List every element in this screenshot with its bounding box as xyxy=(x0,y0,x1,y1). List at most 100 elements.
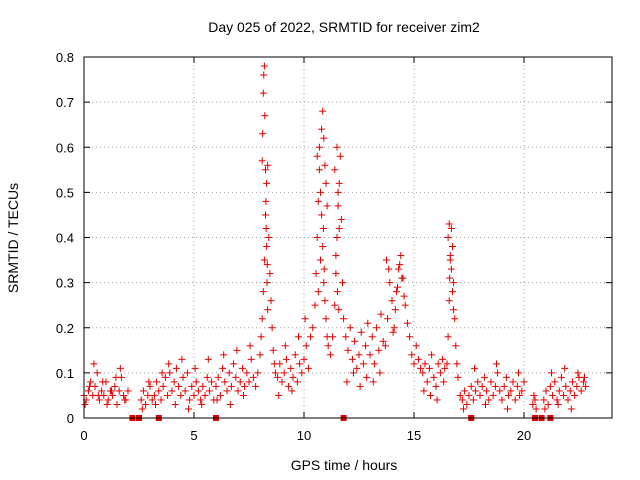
data-point xyxy=(566,387,574,395)
data-point xyxy=(185,405,192,413)
data-point xyxy=(138,405,146,413)
y-tick-label: 0.7 xyxy=(56,95,74,110)
data-point xyxy=(439,355,447,363)
data-point xyxy=(474,378,482,386)
data-point xyxy=(108,387,115,395)
data-point xyxy=(397,252,405,260)
data-point xyxy=(456,391,464,399)
data-point xyxy=(332,252,340,260)
data-point xyxy=(213,396,221,404)
data-point xyxy=(152,400,159,408)
data-point xyxy=(260,62,268,70)
data-point xyxy=(264,161,272,169)
data-point xyxy=(423,378,431,386)
data-point xyxy=(280,369,288,377)
y-tick-label: 0.1 xyxy=(56,366,74,381)
data-point xyxy=(581,373,588,381)
data-point xyxy=(553,396,561,404)
data-point xyxy=(258,315,266,323)
data-point xyxy=(467,382,475,390)
data-point xyxy=(318,211,326,219)
data-point xyxy=(179,373,187,381)
data-point xyxy=(262,197,270,205)
data-point xyxy=(90,360,98,368)
data-point xyxy=(567,405,575,413)
data-point xyxy=(315,143,323,151)
data-point xyxy=(259,130,267,138)
data-point xyxy=(191,364,199,372)
data-point xyxy=(504,405,511,413)
data-point xyxy=(168,387,176,395)
data-point xyxy=(476,391,484,399)
data-point xyxy=(331,301,339,309)
data-point xyxy=(478,382,486,390)
data-point xyxy=(441,364,449,372)
data-point xyxy=(368,333,376,341)
data-point xyxy=(412,342,420,350)
data-point xyxy=(446,252,454,260)
data-point xyxy=(420,387,428,395)
data-point xyxy=(548,369,555,377)
data-point xyxy=(363,373,371,381)
data-point xyxy=(144,391,152,399)
data-point xyxy=(573,382,581,390)
data-point xyxy=(395,265,403,273)
data-point xyxy=(240,391,247,399)
data-point xyxy=(281,342,289,350)
data-point xyxy=(183,369,191,377)
data-point xyxy=(513,382,521,390)
data-point xyxy=(259,288,267,296)
data-point xyxy=(370,360,378,368)
data-point xyxy=(443,360,451,368)
data-point xyxy=(214,373,222,381)
data-point xyxy=(335,306,343,314)
data-point xyxy=(332,270,340,278)
data-point xyxy=(498,396,506,404)
data-point xyxy=(392,288,400,296)
data-point xyxy=(263,279,271,287)
data-point xyxy=(485,396,493,404)
data-point xyxy=(115,387,123,395)
data-point xyxy=(230,360,238,368)
data-point xyxy=(287,364,295,372)
data-point xyxy=(112,373,120,381)
y-tick-label: 0.5 xyxy=(56,185,74,200)
data-point xyxy=(81,400,89,408)
data-point xyxy=(469,396,477,404)
data-point xyxy=(317,256,324,264)
data-point xyxy=(203,373,211,381)
data-point xyxy=(98,387,106,395)
x-tick-label: 15 xyxy=(407,428,421,443)
data-point xyxy=(452,342,460,350)
data-point xyxy=(275,391,283,399)
data-point xyxy=(546,382,554,390)
data-point xyxy=(247,355,255,363)
data-point xyxy=(256,351,264,359)
data-point xyxy=(260,71,268,79)
data-point xyxy=(540,396,548,404)
data-point xyxy=(359,360,367,368)
data-point xyxy=(233,346,241,354)
data-point xyxy=(351,337,359,345)
data-point xyxy=(266,270,274,278)
data-point xyxy=(549,391,557,399)
data-point xyxy=(94,391,102,399)
data-point xyxy=(216,391,224,399)
data-point xyxy=(453,360,461,368)
data-points xyxy=(80,62,590,413)
data-point xyxy=(333,234,341,241)
data-point xyxy=(400,292,408,300)
data-point xyxy=(226,400,234,408)
data-point xyxy=(204,355,212,363)
data-point xyxy=(398,274,406,282)
data-point xyxy=(172,364,180,372)
data-point xyxy=(120,391,128,399)
data-point xyxy=(323,202,331,210)
y-axis-label: SRMTID / TECUs xyxy=(5,183,21,293)
data-point xyxy=(124,387,132,395)
data-point xyxy=(319,243,327,251)
data-point xyxy=(406,333,414,341)
data-point xyxy=(376,369,384,377)
